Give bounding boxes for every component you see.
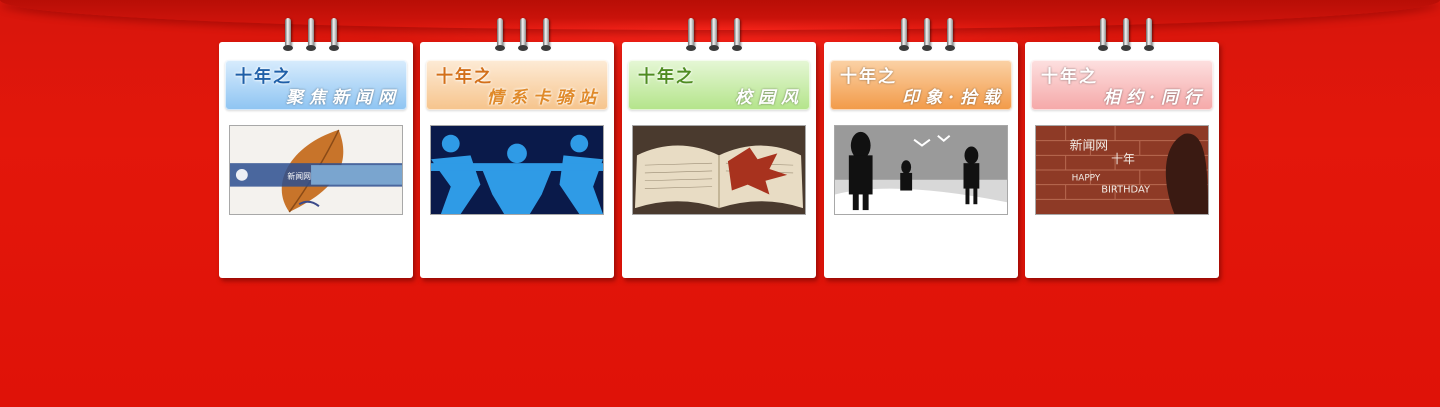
calendar-card-news[interactable]: 十年之 聚焦新闻网 新闻网 (219, 18, 413, 278)
binder-ring-icon (541, 18, 551, 51)
binder-ring-icon (686, 18, 696, 51)
card-banner-title: 十年之 (638, 67, 695, 87)
card-banner[interactable]: 十年之 校园风 (628, 60, 810, 110)
binder-ring-icon (1121, 18, 1131, 51)
binder-ring-icon (732, 18, 742, 51)
card-banner-subtitle: 聚焦新闻网 (286, 88, 401, 108)
card-banner-title: 十年之 (840, 67, 897, 87)
binder-ring-icon (899, 18, 909, 51)
chalk-text: BIRTHDAY (1101, 185, 1151, 196)
calendar-card-impression[interactable]: 十年之 印象·拾载 (824, 18, 1018, 278)
binder-ring-icon (945, 18, 955, 51)
binder-rings (420, 18, 614, 52)
calendar-card-campus[interactable]: 十年之 校园风 (622, 18, 816, 278)
binder-rings (219, 18, 413, 52)
binder-ring-icon (518, 18, 528, 51)
autumn-leaf-image[interactable]: 新闻网 (229, 125, 403, 215)
paper-people-chain-image[interactable] (430, 125, 604, 215)
binder-ring-icon (922, 18, 932, 51)
binder-rings (824, 18, 1018, 52)
binder-ring-icon (306, 18, 316, 51)
binder-rings (622, 18, 816, 52)
binder-ring-icon (283, 18, 293, 51)
open-book-leaf-image[interactable] (632, 125, 806, 215)
binder-rings (1025, 18, 1219, 52)
card-banner[interactable]: 十年之 印象·拾载 (830, 60, 1012, 110)
binder-ring-icon (1098, 18, 1108, 51)
card-banner-subtitle: 印象·拾载 (902, 88, 1006, 108)
binder-ring-icon (1144, 18, 1154, 51)
card-banner-subtitle: 相约·同行 (1103, 88, 1207, 108)
card-banner-title: 十年之 (436, 67, 493, 87)
binder-ring-icon (709, 18, 719, 51)
card-banner[interactable]: 十年之 情系卡骑站 (426, 60, 608, 110)
card-banner-subtitle: 情系卡骑站 (487, 88, 602, 108)
card-banner-title: 十年之 (235, 67, 292, 87)
calendar-card-together[interactable]: 十年之 相约·同行 (1025, 18, 1219, 278)
card-banner[interactable]: 十年之 相约·同行 (1031, 60, 1213, 110)
card-banner-subtitle: 校园风 (735, 88, 804, 108)
card-banner[interactable]: 十年之 聚焦新闻网 (225, 60, 407, 110)
chalk-text: 十年 (1111, 152, 1135, 166)
chalk-text: 新闻网 (1070, 138, 1109, 154)
card-banner-title: 十年之 (1041, 67, 1098, 87)
silhouette-figures-image[interactable] (834, 125, 1008, 215)
chalk-text: HAPPY (1072, 174, 1101, 184)
binder-ring-icon (329, 18, 339, 51)
binder-ring-icon (495, 18, 505, 51)
news-logo-text: 新闻网 (287, 171, 311, 181)
brick-wall-birthday-image[interactable]: 新闻网 十年 HAPPY BIRTHDAY (1035, 125, 1209, 215)
calendar-card-cards[interactable]: 十年之 情系卡骑站 (420, 18, 614, 278)
